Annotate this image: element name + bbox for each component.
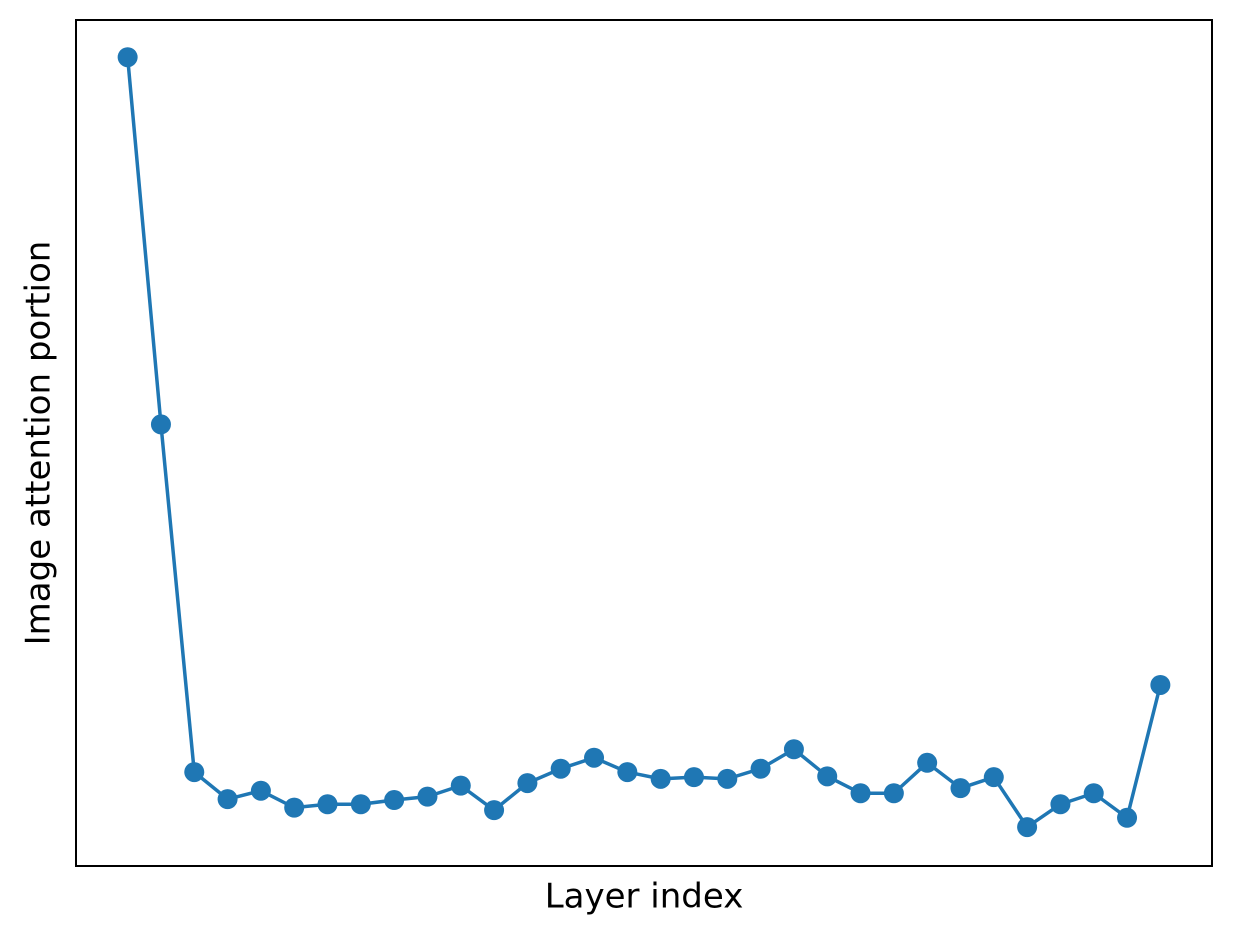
data-point	[217, 789, 238, 810]
data-point	[983, 767, 1004, 788]
data-point	[184, 762, 205, 783]
data-point	[1150, 674, 1171, 695]
y-axis-label: Image attention portion	[19, 241, 59, 646]
data-point	[1117, 807, 1138, 828]
data-point	[1050, 794, 1071, 815]
data-point	[750, 758, 771, 779]
data-point	[384, 790, 405, 811]
data-point	[250, 780, 271, 801]
data-point	[917, 752, 938, 773]
data-point	[484, 800, 505, 821]
plot-frame	[75, 19, 1213, 867]
data-point	[117, 47, 138, 68]
data-point	[850, 783, 871, 804]
data-point	[650, 768, 671, 789]
data-point	[783, 739, 804, 760]
data-point	[450, 775, 471, 796]
data-point	[1083, 783, 1104, 804]
data-point	[950, 778, 971, 799]
x-axis-label: Layer index	[545, 877, 744, 917]
data-line	[125, 57, 1163, 829]
data-point	[584, 747, 605, 768]
data-point	[817, 766, 838, 787]
data-point	[717, 768, 738, 789]
data-point	[683, 767, 704, 788]
data-point	[317, 794, 338, 815]
data-point	[1017, 817, 1038, 838]
data-point	[417, 786, 438, 807]
data-point	[350, 794, 371, 815]
data-point	[517, 773, 538, 794]
data-point	[150, 414, 171, 435]
data-point	[617, 762, 638, 783]
data-point	[550, 758, 571, 779]
data-point	[284, 797, 305, 818]
data-point	[883, 783, 904, 804]
